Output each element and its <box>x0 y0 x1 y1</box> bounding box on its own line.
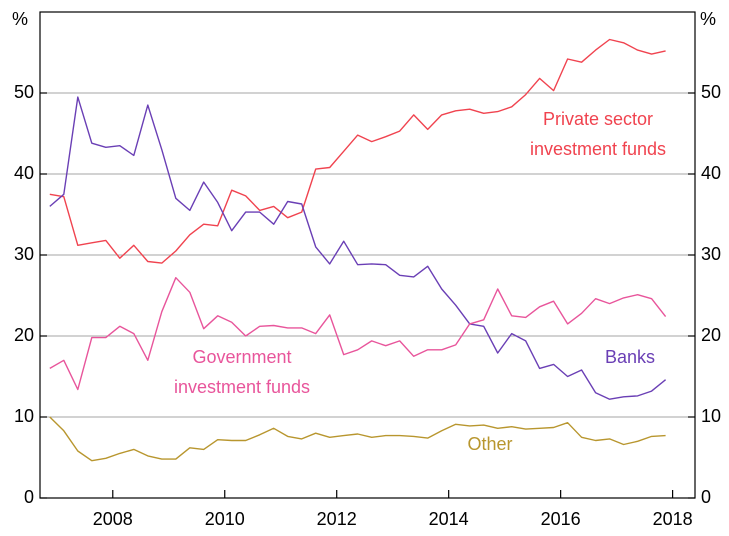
y-tick-label: 40 <box>14 163 34 183</box>
plot-frame <box>39 11 696 499</box>
series-label: investment funds <box>174 377 310 397</box>
x-tick-label: 2018 <box>653 509 693 529</box>
y-tick-label: 30 <box>14 244 34 264</box>
y-tick-label: 10 <box>14 406 34 426</box>
series-label: Other <box>467 434 512 454</box>
y2-tick-label: 0 <box>701 487 711 507</box>
x-tick-label: 2016 <box>541 509 581 529</box>
y2-tick-label: 40 <box>701 163 721 183</box>
y2-tick-label: 20 <box>701 325 721 345</box>
y2-tick-label: 50 <box>701 82 721 102</box>
y2-axis-unit: % <box>700 9 716 29</box>
series-line <box>49 277 667 391</box>
x-tick-label: 2014 <box>429 509 469 529</box>
y2-tick-label: 30 <box>701 244 721 264</box>
y-axis-unit: % <box>12 9 28 29</box>
y-tick-label: 50 <box>14 82 34 102</box>
series-label: Government <box>192 347 291 367</box>
x-tick-label: 2012 <box>317 509 357 529</box>
x-tick-label: 2008 <box>93 509 133 529</box>
series-label: Private sector <box>543 109 653 129</box>
series-line <box>49 96 667 400</box>
series-label: investment funds <box>530 139 666 159</box>
x-tick-label: 2010 <box>205 509 245 529</box>
series-line <box>49 38 666 264</box>
series-line <box>49 416 666 462</box>
series-label: Banks <box>605 347 655 367</box>
y2-tick-label: 10 <box>701 406 721 426</box>
y-tick-label: 0 <box>24 487 34 507</box>
y-tick-label: 20 <box>14 325 34 345</box>
